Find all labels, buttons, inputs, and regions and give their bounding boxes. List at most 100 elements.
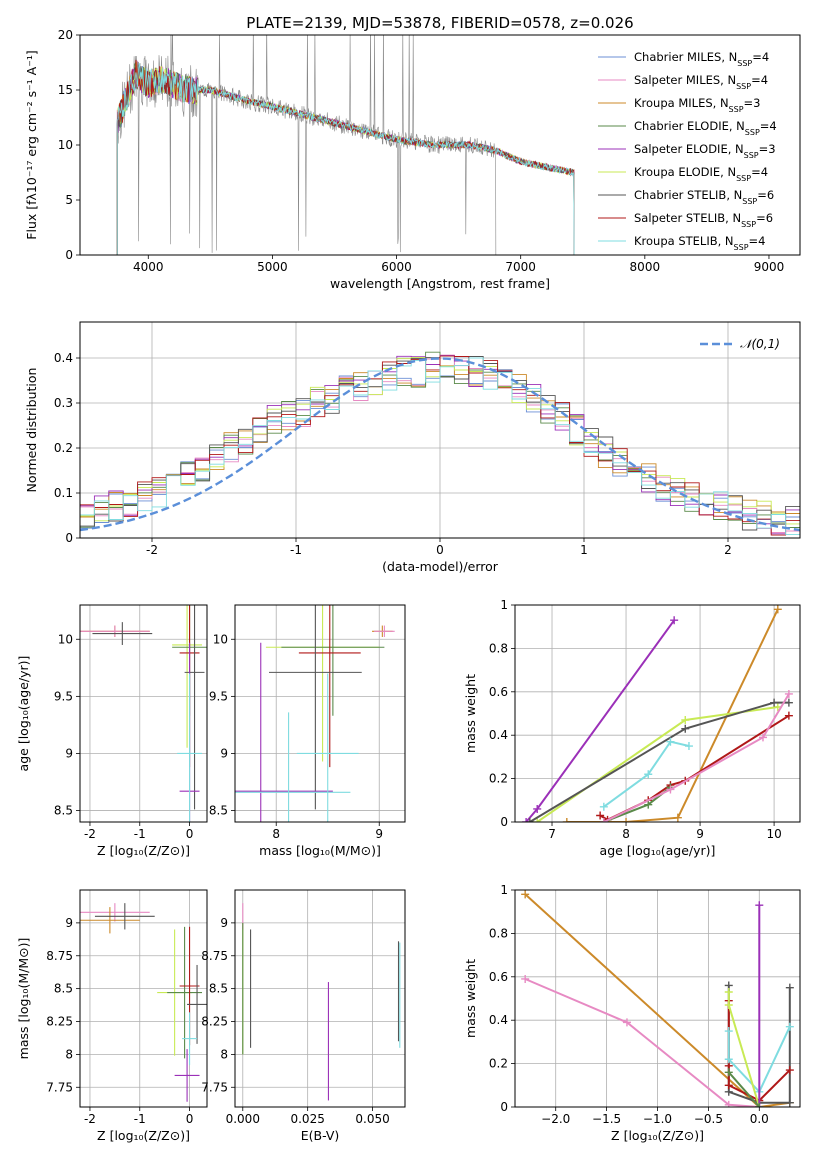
massweight-vs-Z-xtick-label: −1.0 <box>643 1112 672 1126</box>
massweight-vs-Z-ylabel: mass weight <box>463 959 478 1038</box>
age-vs-Z-axes: -2 -1 0 8.5 9 9.5 10 Z [log₁₀(Z/Z⊙)] age [log₁₀(… <box>16 605 207 858</box>
weight-marker <box>525 818 534 822</box>
spectrum-ytick-label: 0 <box>65 248 73 262</box>
weight-marker <box>522 818 531 822</box>
massweight-vs-Z-xtick-label: −1.5 <box>592 1112 621 1126</box>
mass-vs-EBV-xlabel: E(B-V) <box>301 1128 340 1143</box>
age-vs-mass-xtick-label: 9 <box>375 827 383 841</box>
legend-subscript: SSP <box>741 220 756 229</box>
legend-count: =6 <box>757 188 774 202</box>
weight-marker <box>784 711 793 720</box>
data-spectrum-line <box>116 35 497 255</box>
residuals-xtick-label: 0 <box>436 543 444 557</box>
legend-subscript: SSP <box>737 59 752 68</box>
legend-entry: Salpeter ELODIE, NSSP=3 <box>634 142 776 160</box>
massweight-vs-Z-xlabel: Z [log₁₀(Z/Z⊙)] <box>611 1128 704 1143</box>
legend-entry: Salpeter MILES, NSSP=4 <box>634 73 768 91</box>
residuals-series <box>80 351 800 538</box>
age-vs-mass-xtick-label: 8 <box>272 827 280 841</box>
weight-line-salpeter-miles <box>524 978 760 1107</box>
spectrum-xtick-label: 7000 <box>505 260 536 274</box>
legend-subscript: SSP <box>729 105 744 114</box>
legend-subscript: SSP <box>744 151 759 160</box>
spectrum-xtick-label: 8000 <box>630 260 661 274</box>
weight-line-kroupa-stelib <box>727 1026 791 1094</box>
mass-vs-EBV-ytick-label: 8.25 <box>201 1015 228 1029</box>
mass-vs-Z-ytick-label: 9 <box>65 916 73 930</box>
age-vs-Z-ylabel: age [log₁₀(age/yr)] <box>16 656 31 772</box>
weight-marker <box>599 802 608 811</box>
residuals-xtick-label: -2 <box>146 543 158 557</box>
legend-count: =3 <box>744 96 761 110</box>
weight-marker <box>666 785 675 794</box>
weight-marker <box>596 811 605 820</box>
weight-marker <box>681 724 690 733</box>
weight-marker <box>773 605 782 614</box>
spectrum-xlabel: wavelength [Angstrom, rest frame] <box>330 276 550 291</box>
age-vs-mass-ytick-label: 9.5 <box>209 689 228 703</box>
mass-vs-EBV-series <box>242 903 401 1101</box>
massweight-vs-age-ytick-label: 0.2 <box>489 772 508 786</box>
massweight-vs-Z-ytick-label: 0.2 <box>489 1057 508 1071</box>
massweight-vs-Z-ytick-label: 1 <box>500 883 508 897</box>
age-vs-mass-axes: 8 9 8.5 9 9.5 10 mass [log₁₀(M/M⊙)] <box>209 605 405 858</box>
weight-line-kroupa-miles <box>524 893 790 1107</box>
legend-entry: Kroupa MILES, NSSP=3 <box>634 96 760 114</box>
weight-marker <box>785 1022 794 1031</box>
age-vs-Z-ytick-label: 9.5 <box>54 689 73 703</box>
weight-marker <box>562 818 571 822</box>
weight-marker <box>644 770 653 779</box>
legend-count: =3 <box>759 142 776 156</box>
mass-vs-EBV-ytick-label: 8 <box>220 1047 228 1061</box>
massweight-vs-Z-ytick-label: 0.4 <box>489 1013 508 1027</box>
weight-marker <box>533 818 542 822</box>
mass-vs-Z-xtick-label: -2 <box>84 1112 96 1126</box>
mass-vs-Z-xtick-label: 0 <box>186 1112 194 1126</box>
residuals-xtick-label: -1 <box>290 543 302 557</box>
residuals-ytick-label: 0.2 <box>54 441 73 455</box>
mass-vs-EBV-xtick-label: 0.025 <box>290 1112 324 1126</box>
age-vs-Z-xlabel: Z [log₁₀(Z/Z⊙)] <box>97 843 190 858</box>
mass-vs-Z-ytick-label: 8.75 <box>46 949 73 963</box>
spectrum-series <box>116 35 575 255</box>
massweight-vs-age-xtick-label: 10 <box>766 827 781 841</box>
age-vs-Z-ytick-label: 9 <box>65 746 73 760</box>
weight-marker <box>724 1100 733 1107</box>
normal-legend-label: 𝒩(0,1) <box>740 337 780 351</box>
legend-subscript: SSP <box>734 243 749 252</box>
residuals-xlabel: (data-model)/error <box>382 559 499 574</box>
legend-count: =4 <box>749 234 766 248</box>
massweight-vs-age-xtick-label: 8 <box>622 827 630 841</box>
weight-marker <box>755 901 764 910</box>
weight-marker <box>724 987 733 996</box>
age-vs-Z-frame <box>79 604 208 823</box>
weight-marker <box>770 698 779 707</box>
mass-vs-Z-series <box>80 903 207 1102</box>
weight-marker <box>724 1055 733 1064</box>
spectrum-frame <box>79 34 801 256</box>
mass-vs-EBV-axes: 0.000 0.025 0.050 7.75 8 8.25 8.5 8.75 9 E(B-V) <box>201 890 405 1143</box>
legend-subscript: SSP <box>736 82 751 91</box>
mass-vs-Z-axes: -2 -1 0 7.75 8 8.25 8.5 8.75 9 Z [log₁₀(Z/Z⊙)] mas… <box>16 890 207 1143</box>
weight-marker <box>784 698 793 707</box>
weight-marker <box>681 716 690 725</box>
weight-line-chabrier-stelib <box>529 701 789 822</box>
spectrum-xtick-label: 5000 <box>257 260 288 274</box>
massweight-vs-age-xlabel: age [log₁₀(age/yr)] <box>600 843 716 858</box>
weight-marker <box>673 813 682 822</box>
massweight-vs-age-ylabel: mass weight <box>463 674 478 753</box>
normal-curve-line <box>80 357 800 532</box>
spectrum-legend: Chabrier MILES, NSSP=4 Salpeter MILES, NS… <box>598 50 777 252</box>
weight-marker <box>666 737 675 746</box>
mass-vs-Z-ytick-label: 8.5 <box>54 982 73 996</box>
legend-subscript: SSP <box>742 197 757 206</box>
residuals-ytick-label: 0 <box>65 531 73 545</box>
legend-subscript: SSP <box>745 128 760 137</box>
spectrum-axes: 4000 5000 6000 7000 8000 9000 0 5 10 15 20 waveleng… <box>24 28 784 291</box>
massweight-vs-age-ytick-label: 0.4 <box>489 728 508 742</box>
spectrum-ytick-label: 20 <box>58 28 73 42</box>
model-spectrum-kroupa-stelib <box>116 63 575 255</box>
weight-marker <box>622 818 631 822</box>
weight-marker <box>724 1081 733 1090</box>
mass-vs-Z-ytick-label: 8.25 <box>46 1015 73 1029</box>
